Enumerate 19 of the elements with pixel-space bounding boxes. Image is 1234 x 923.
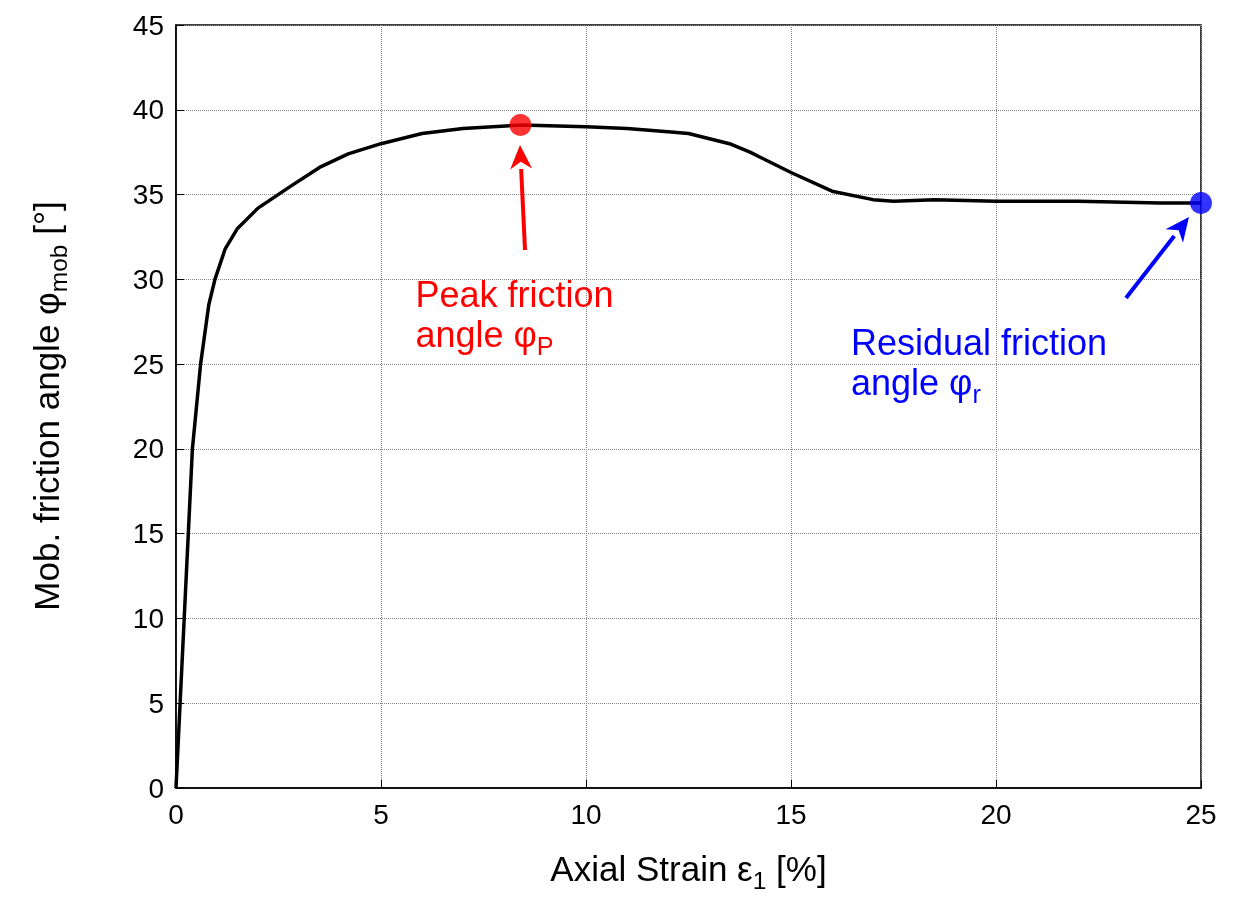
x-tick-label: 10	[570, 798, 602, 830]
y-tick-label: 10	[132, 602, 164, 634]
y-tick-label: 0	[148, 772, 164, 804]
x-axis-title: Axial Strain ε$_{1}$ [%]	[549, 849, 828, 895]
y-tick-label: 35	[132, 179, 164, 211]
y-tick-label: 5	[148, 687, 164, 719]
x-tick-label: 15	[775, 798, 807, 830]
x-tick-label: 5	[373, 798, 389, 830]
x-tick-label: 25	[1185, 798, 1217, 830]
y-tick-label: 20	[132, 433, 164, 465]
y-tick-label: 45	[132, 9, 164, 41]
y-tick-label: 40	[132, 94, 164, 126]
annotation: Peak friction angle φ$_{P}$	[415, 274, 614, 361]
annotation: Residual friction angle φ$_{r}$	[851, 322, 1108, 409]
x-tick-label: 20	[980, 798, 1012, 830]
y-tick-label: 25	[132, 348, 164, 380]
y-tick-label: 15	[132, 518, 164, 550]
x-tick-label: 0	[168, 798, 184, 830]
y-tick-label: 30	[132, 263, 164, 295]
